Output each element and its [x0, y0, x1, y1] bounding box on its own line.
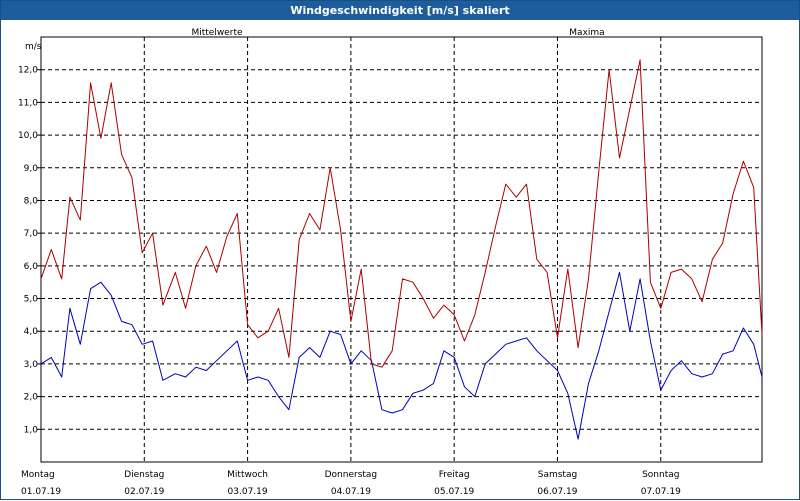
series	[40, 59, 763, 440]
x-tick-label-day: Dienstag	[124, 470, 164, 480]
y-tick-label: 1,0	[24, 425, 39, 435]
chart-title: Windgeschwindigkeit [m/s] skaliert	[1, 1, 799, 20]
y-tick-label: 9,0	[24, 164, 39, 174]
x-tick-label-day: Donnerstag	[325, 470, 378, 480]
x-tick-label-day: Freitag	[439, 470, 470, 480]
y-tick-label: 4,0	[24, 327, 39, 337]
plot-border	[40, 36, 763, 463]
y-tick-label: 8,0	[24, 196, 39, 206]
y-tick-label: 5,0	[24, 295, 39, 305]
y-tick-label: 10,0	[18, 131, 38, 141]
series-line-maxima	[40, 59, 763, 368]
grid	[41, 37, 762, 462]
x-tick-label-date: 03.07.19	[228, 487, 268, 497]
legend: Mittelwerte Maxima	[191, 28, 604, 38]
x-tick-label-date: 04.07.19	[331, 487, 371, 497]
x-tick-label-day: Sonntag	[642, 470, 679, 480]
y-tick-label: 12,0	[18, 66, 38, 76]
series-line-mittelwerte	[40, 271, 763, 440]
x-tick-label-day: Montag	[21, 470, 55, 480]
x-tick-label-date: 05.07.19	[434, 487, 474, 497]
y-tick-label: 11,0	[18, 98, 38, 108]
x-tick-label-day: Mittwoch	[227, 470, 268, 480]
axes: m/s 1,0 2,0 3,0 4,0 5,0 6,0 7,0 8,0 9,0 10,0 11,0 1…	[18, 42, 681, 497]
x-tick-label-date: 01.07.19	[21, 487, 61, 497]
plot-area	[40, 36, 763, 463]
x-tick-label-day: Samstag	[538, 470, 577, 480]
legend-maxima: Maxima	[569, 28, 604, 38]
legend-mittelwerte: Mittelwerte	[191, 28, 242, 38]
x-tick-label-date: 06.07.19	[537, 487, 577, 497]
y-tick-label: 7,0	[24, 229, 39, 239]
y-tick-label: 2,0	[24, 393, 39, 403]
x-tick-label-date: 02.07.19	[124, 487, 164, 497]
y-axis-label: m/s	[25, 42, 42, 52]
y-tick-label: 6,0	[24, 262, 39, 272]
x-tick-label-date: 07.07.19	[641, 487, 681, 497]
y-tick-label: 3,0	[24, 360, 39, 370]
